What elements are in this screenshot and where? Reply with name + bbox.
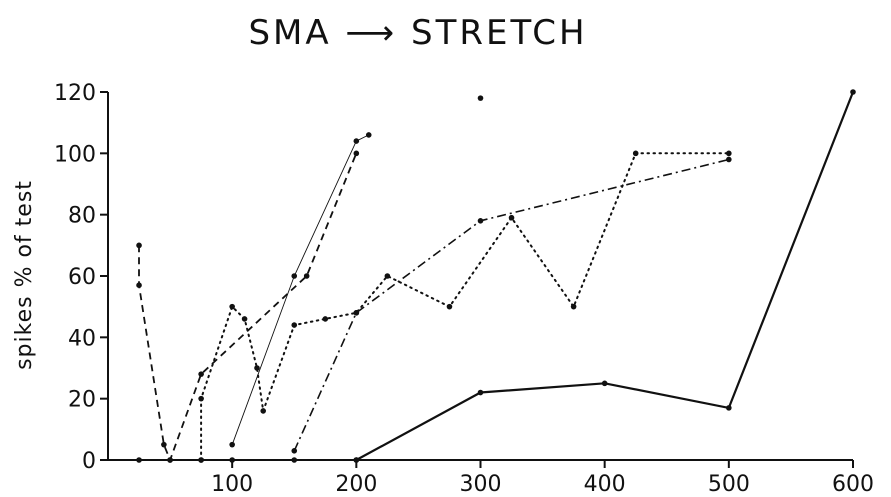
series-4-line (231, 134, 369, 445)
series-0-line (355, 91, 855, 461)
series-5-point-0 (136, 457, 142, 463)
series-3-point-4 (198, 371, 204, 377)
series-2-point-1 (198, 395, 204, 402)
series-5-point-2 (198, 457, 204, 463)
series-2-line (200, 152, 730, 461)
series-3-point-1 (136, 282, 142, 289)
x-tick-label-3: 400 (584, 472, 626, 497)
x-tick-label-5: 600 (832, 472, 874, 497)
y-tick-label-5: 100 (54, 142, 96, 167)
series-0-point-3 (726, 405, 732, 411)
series-3-point-5 (303, 273, 310, 279)
series-2-point-4 (254, 365, 260, 371)
series-2-point-10 (446, 303, 453, 310)
series-4-point-1 (291, 273, 298, 279)
x-tick-label-1: 200 (335, 472, 377, 497)
series-0-point-1 (477, 389, 484, 396)
chart-title: SMA ⟶ STRETCH (248, 13, 587, 53)
series-2-point-6 (291, 322, 298, 328)
y-tick-label-2: 40 (68, 326, 96, 351)
series-2-point-12 (570, 303, 577, 310)
series-0-point-4 (850, 89, 856, 95)
series-2-point-14 (726, 150, 732, 157)
series-1-point-3 (726, 156, 732, 163)
series-4-point-2 (353, 138, 360, 144)
series-2-point-8 (353, 310, 360, 316)
series-5-point-4 (291, 457, 298, 463)
series-2-point-13 (632, 150, 639, 157)
series-4-point-0 (229, 441, 235, 448)
x-tick-label-4: 500 (708, 472, 750, 497)
series-2-point-5 (260, 408, 267, 414)
series-2-point-2 (229, 303, 235, 310)
series-5-point-3 (229, 457, 235, 463)
series-5-point-1 (167, 457, 173, 463)
series-2-point-3 (241, 316, 248, 322)
series-3-point-0 (136, 242, 142, 249)
y-tick-label-1: 20 (68, 388, 96, 413)
series-3-point-6 (353, 150, 360, 157)
series-3-line (138, 152, 358, 463)
y-tick-label-4: 80 (68, 204, 96, 229)
series-2-point-7 (322, 316, 329, 322)
y-tick-label-6: 120 (54, 81, 96, 106)
series-4-point-3 (365, 132, 372, 138)
series-2-point-11 (508, 214, 515, 221)
series-layer (136, 89, 856, 463)
series-0-point-2 (601, 380, 608, 387)
series-5-point-5 (353, 457, 360, 463)
y-tick-label-0: 0 (82, 449, 96, 474)
series-1-point-2 (477, 218, 484, 224)
series-1-line (293, 158, 729, 452)
x-tick-label-2: 300 (460, 472, 502, 497)
series-1-point-0 (291, 448, 298, 454)
y-tick-label-3: 60 (68, 265, 96, 290)
x-tick-label-0: 100 (211, 472, 253, 497)
series-6-point-0 (477, 95, 484, 101)
y-axis-label: spikes % of test (12, 180, 37, 370)
axes: 0 20 40 60 80 100 120 100 200 300 400 500 600 (54, 81, 874, 497)
series-3-point-2 (161, 441, 167, 448)
series-2-point-9 (384, 273, 391, 279)
